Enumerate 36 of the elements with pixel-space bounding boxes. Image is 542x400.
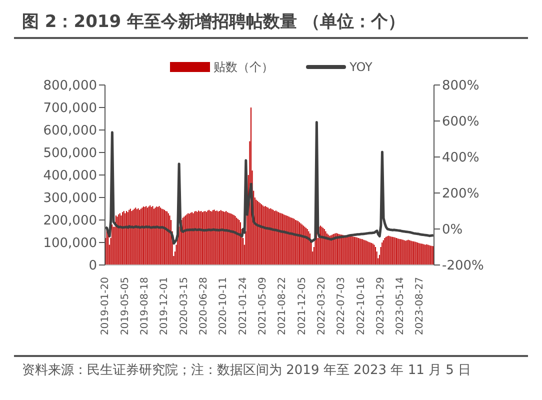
- text: 资料来源：民生证券研究院；注：数据区间为 2019 年至 2023 年 11 月 5 日: [21, 362, 472, 380]
- x-tick-label: 2021-01-24: [238, 277, 249, 336]
- y2-tick-label: -200%: [442, 258, 484, 274]
- x-tick-label: 2022-03-20: [316, 277, 328, 336]
- x-tick-label: 2023-01-29: [375, 277, 386, 336]
- y-tick-label: 600,000: [43, 124, 97, 139]
- legend-label: YOY: [350, 60, 372, 74]
- y2-tick-label: 800%: [442, 78, 480, 94]
- x-tick-label: 2019-08-18: [139, 277, 150, 336]
- y-tick-label: 300,000: [43, 191, 97, 206]
- x-tick-label: 2019-12-01: [159, 277, 170, 336]
- y-tick-label: 800,000: [43, 78, 97, 94]
- chart-title: 图 2：2019 年至今新增招聘帖数量 （单位：个）: [21, 11, 406, 34]
- y-tick-label: 200,000: [43, 214, 97, 229]
- x-tick-label: 2019-05-05: [120, 277, 131, 336]
- x-tick-label: 2023-05-14: [395, 277, 406, 336]
- y-tick-label: 100,000: [43, 236, 97, 252]
- y2-tick-label: 200%: [442, 186, 480, 202]
- y-tick-label: 0: [88, 258, 97, 274]
- y2-tick-label: 400%: [442, 150, 480, 166]
- x-tick-label: 2020-03-15: [178, 277, 190, 336]
- y2-tick-label: 600%: [442, 114, 480, 130]
- legend-label: 贴数（个）: [214, 58, 274, 76]
- x-tick-label: 2022-07-03: [336, 277, 348, 336]
- x-tick-label: 2023-08-27: [414, 277, 426, 336]
- y-tick-label: 500,000: [43, 146, 97, 162]
- y2-tick-label: 0%: [442, 222, 463, 238]
- x-tick-label: 2020-06-28: [198, 277, 210, 336]
- x-tick-label: 2021-08-22: [277, 277, 288, 336]
- x-tick-label: 2022-10-16: [356, 277, 367, 336]
- y-tick-label: 700,000: [43, 101, 97, 116]
- y-tick-label: 400,000: [43, 168, 97, 184]
- x-tick-label: 2019-01-20: [100, 277, 112, 336]
- x-tick-label: 2020-10-11: [218, 277, 230, 336]
- x-tick-label: 2021-12-05: [296, 277, 308, 336]
- x-tick-label: 2021-05-09: [257, 277, 268, 336]
